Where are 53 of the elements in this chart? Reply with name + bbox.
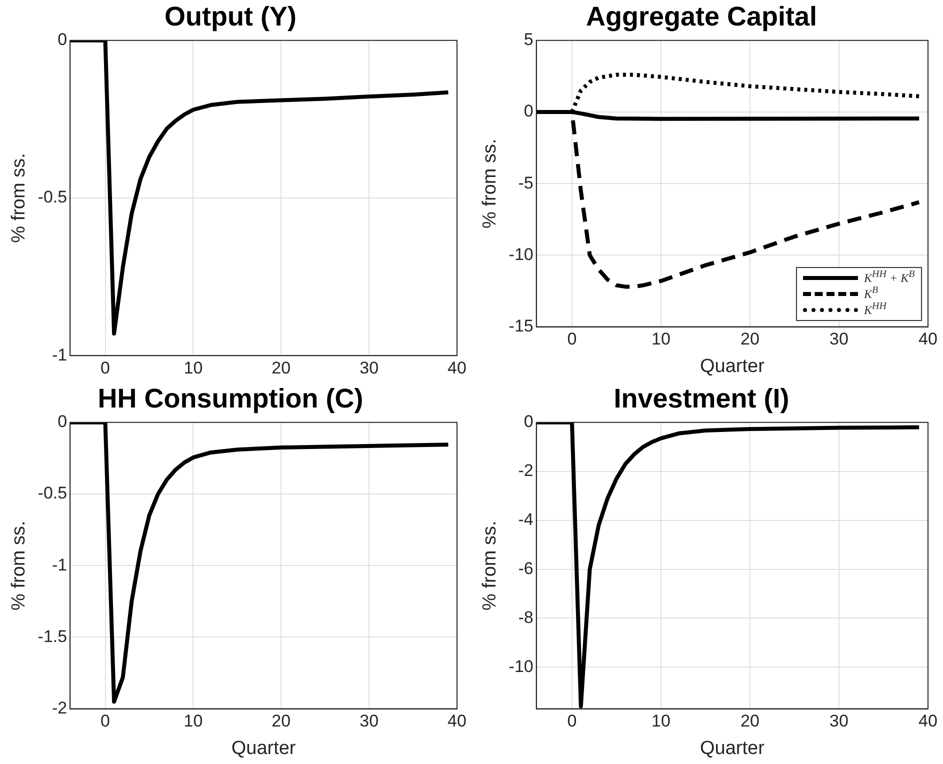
y-tick-label: 0 <box>58 412 68 432</box>
x-tick-label: 40 <box>448 358 466 378</box>
x-tick-label: 30 <box>360 358 379 378</box>
x-tick-label: 20 <box>272 712 291 731</box>
y-tick-label: -15 <box>508 316 534 336</box>
x-tick-label: 30 <box>830 712 848 731</box>
legend-label: K$^{HH}$ + K$^{B}$ <box>864 269 915 286</box>
y-axis-title: % from ss. <box>8 153 30 243</box>
y-axis-title: % from ss. <box>480 520 501 610</box>
y-tick-label: 0 <box>524 412 534 432</box>
y-tick-label: -1 <box>52 345 68 364</box>
x-tick-label: 40 <box>448 712 466 731</box>
y-tick-label: 5 <box>524 30 534 50</box>
x-axis-title: Quarter <box>700 738 766 759</box>
y-tick-label: -5 <box>518 173 534 192</box>
x-tick-label: 20 <box>740 330 760 349</box>
x-tick-label: 20 <box>740 712 760 731</box>
chart-title: HH Consumption (C) <box>98 384 364 414</box>
x-tick-label: 10 <box>184 358 203 378</box>
y-tick-label: -2 <box>518 461 534 480</box>
x-tick-label: 40 <box>918 330 938 349</box>
legend-label: K$^{HH}$ <box>864 301 886 318</box>
x-tick-label: 30 <box>830 330 848 349</box>
y-tick-label: -4 <box>518 510 534 529</box>
y-tick-label: -0.5 <box>38 188 68 207</box>
y-axis-title: % from ss. <box>8 520 30 610</box>
x-tick-label: 0 <box>567 712 577 731</box>
y-tick-label: -1.5 <box>38 626 68 646</box>
y-tick-label: 0 <box>524 102 534 121</box>
y-tick-label: -2 <box>52 698 68 718</box>
chart-title: Aggregate Capital <box>586 2 818 32</box>
x-tick-label: 20 <box>272 358 291 378</box>
x-tick-label: 30 <box>360 712 379 731</box>
legend-label: K$^{B}$ <box>864 285 878 302</box>
x-axis-title: Quarter <box>700 356 766 377</box>
x-tick-label: 10 <box>652 712 670 731</box>
y-tick-label: -10 <box>508 244 534 264</box>
y-tick-label: -0.5 <box>38 484 68 503</box>
y-tick-label: 0 <box>58 30 68 50</box>
chart-title: Output (Y) <box>164 2 296 32</box>
x-tick-label: 10 <box>652 330 670 349</box>
x-tick-label: 0 <box>567 330 577 349</box>
x-tick-label: 0 <box>100 358 110 378</box>
y-tick-label: -8 <box>518 608 534 627</box>
y-tick-label: -1 <box>52 555 68 574</box>
x-tick-label: 0 <box>100 712 110 731</box>
y-axis-title: % from ss. <box>480 138 501 228</box>
x-tick-label: 10 <box>184 712 203 731</box>
chart-title: Investment (I) <box>614 384 790 414</box>
y-tick-label: -10 <box>508 656 534 676</box>
x-axis-title: Quarter <box>231 738 296 759</box>
x-tick-label: 40 <box>918 712 938 731</box>
y-tick-label: -6 <box>518 558 534 578</box>
